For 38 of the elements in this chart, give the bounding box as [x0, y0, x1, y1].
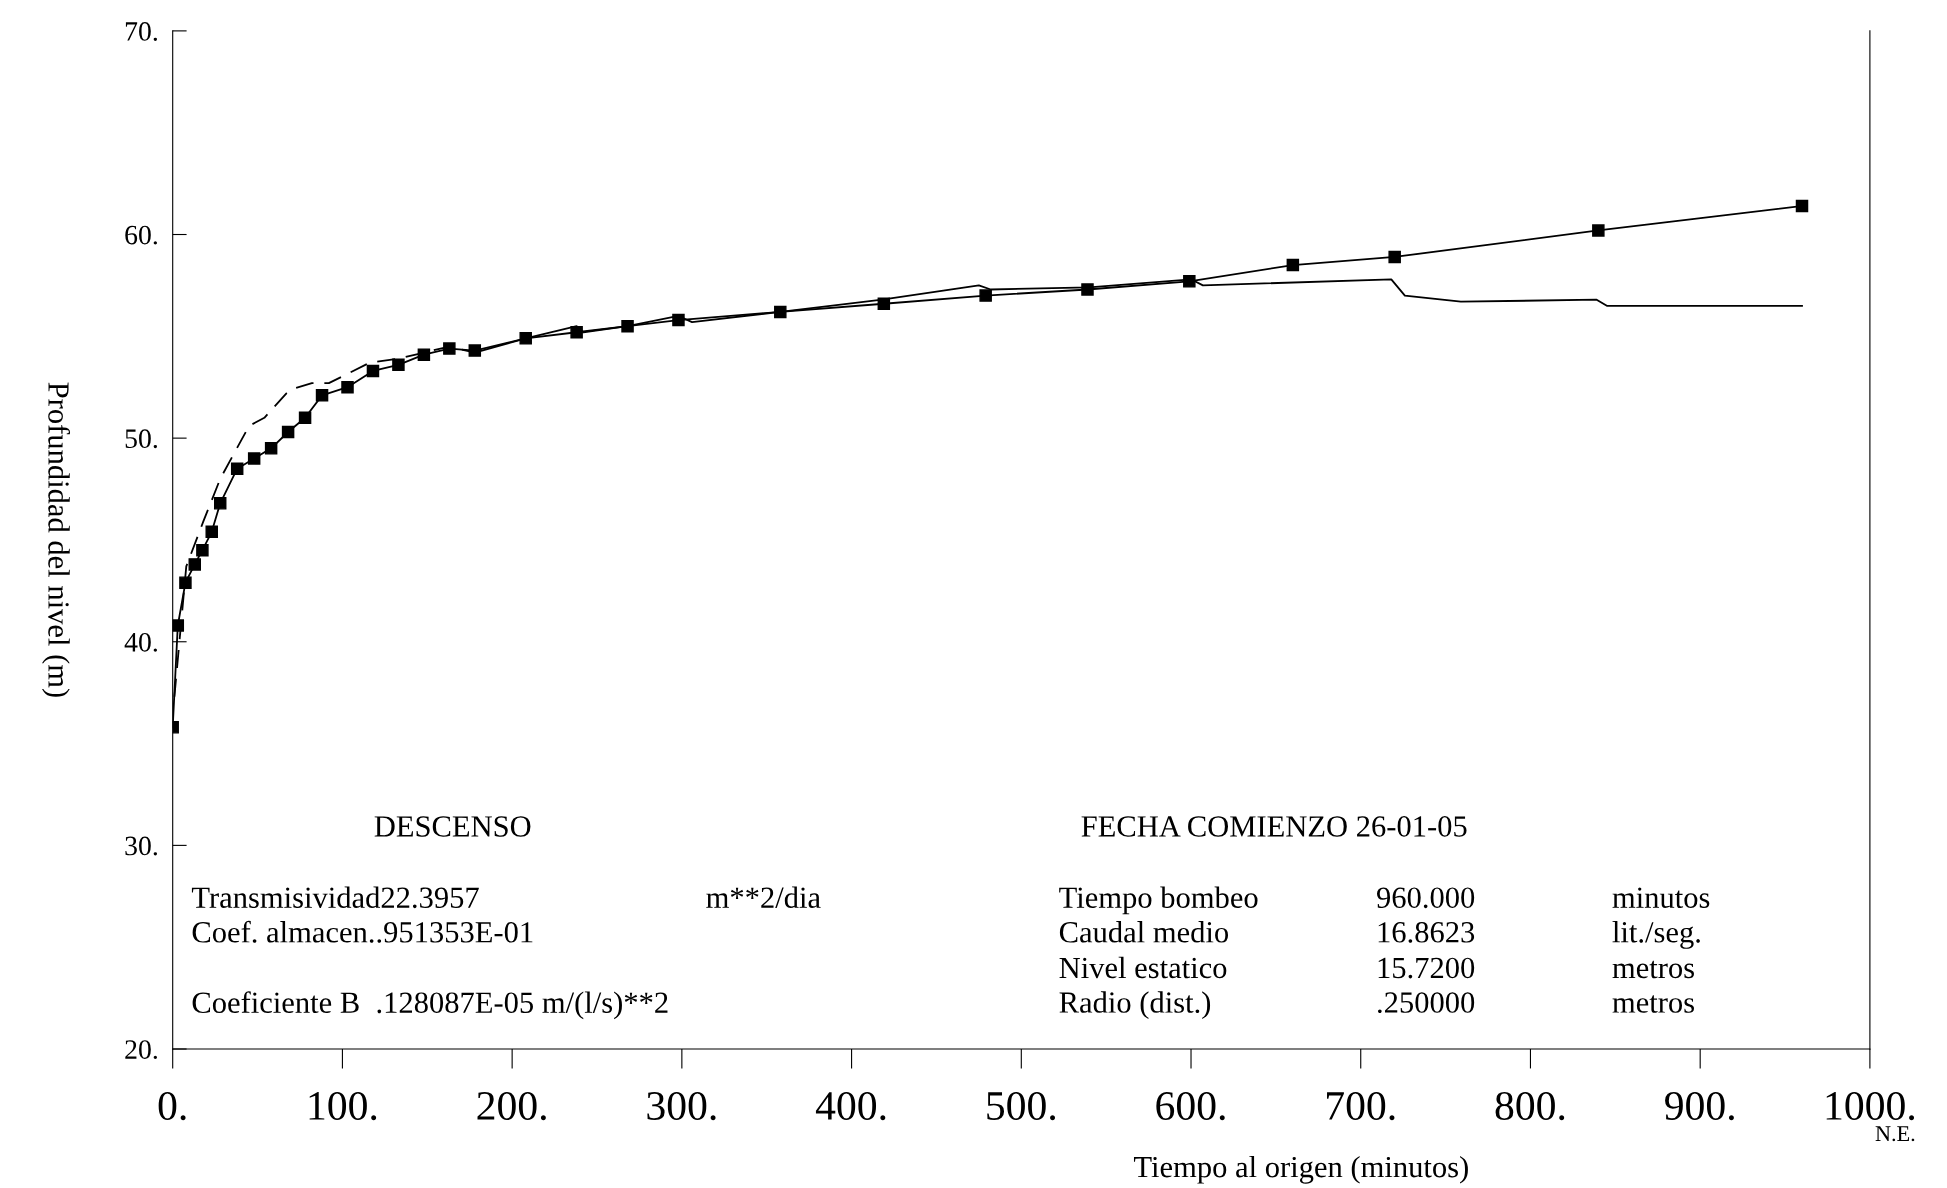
x-tick-label: 1000. [1826, 1091, 1915, 1121]
x-tick-label: 800. [1495, 1091, 1565, 1121]
annotation: .250000 [1378, 992, 1475, 1014]
annotation: Caudal medio [1059, 921, 1229, 943]
annotation: DESCENSO [374, 816, 531, 837]
annotation: 15.7200 [1378, 957, 1475, 979]
annotation: m**2/dia [706, 886, 821, 909]
y-tick-label: 30. [125, 836, 157, 856]
x-tick-label: 200. [477, 1091, 546, 1121]
y-tick-label: 60. [125, 225, 157, 245]
text: N.E. [1875, 1126, 1915, 1142]
annotation: Transmisividad22.3957 [191, 886, 479, 909]
y-axis-title: Profundidad del nivel (m) [42, 382, 71, 697]
x-tick-label: 600. [1156, 1091, 1225, 1121]
annotation: Coeficiente B .128087E-05 m/(l/s)**2 [192, 991, 668, 1020]
y-tick-label: 40. [124, 632, 157, 652]
x-tick-label: 700. [1327, 1091, 1395, 1121]
x-axis-title: Tiempo al origen (minutos) [1133, 1155, 1468, 1184]
y-tick-label: 70. [125, 22, 157, 41]
x-tick-label: 400. [815, 1091, 886, 1121]
y-tick-label: 50. [125, 429, 157, 449]
x-tick-label: 500. [987, 1091, 1056, 1121]
annotation: lit./seg. [1612, 921, 1700, 949]
annotation: Radio (dist.) [1059, 991, 1211, 1020]
annotation: minutos [1612, 887, 1710, 909]
y-tick-label: 20. [125, 1040, 157, 1060]
x-tick-label: 900. [1665, 1091, 1734, 1121]
annotation: Coef. almacen..951353E-01 [192, 920, 533, 943]
annotation: 16.8623 [1378, 922, 1475, 943]
annotation: Nivel estatico [1059, 956, 1227, 979]
annotation: 960.000 [1377, 887, 1475, 909]
annotation: metros [1612, 960, 1694, 979]
x-tick-label: 100. [309, 1091, 377, 1121]
annotation: metros [1612, 995, 1694, 1013]
x-tick-label: 0. [158, 1091, 186, 1121]
annotation: FECHA COMIENZO 26-01-05 [1081, 816, 1467, 837]
x-tick-label: 300. [647, 1091, 716, 1121]
annotation: Tiempo bombeo [1059, 886, 1258, 915]
